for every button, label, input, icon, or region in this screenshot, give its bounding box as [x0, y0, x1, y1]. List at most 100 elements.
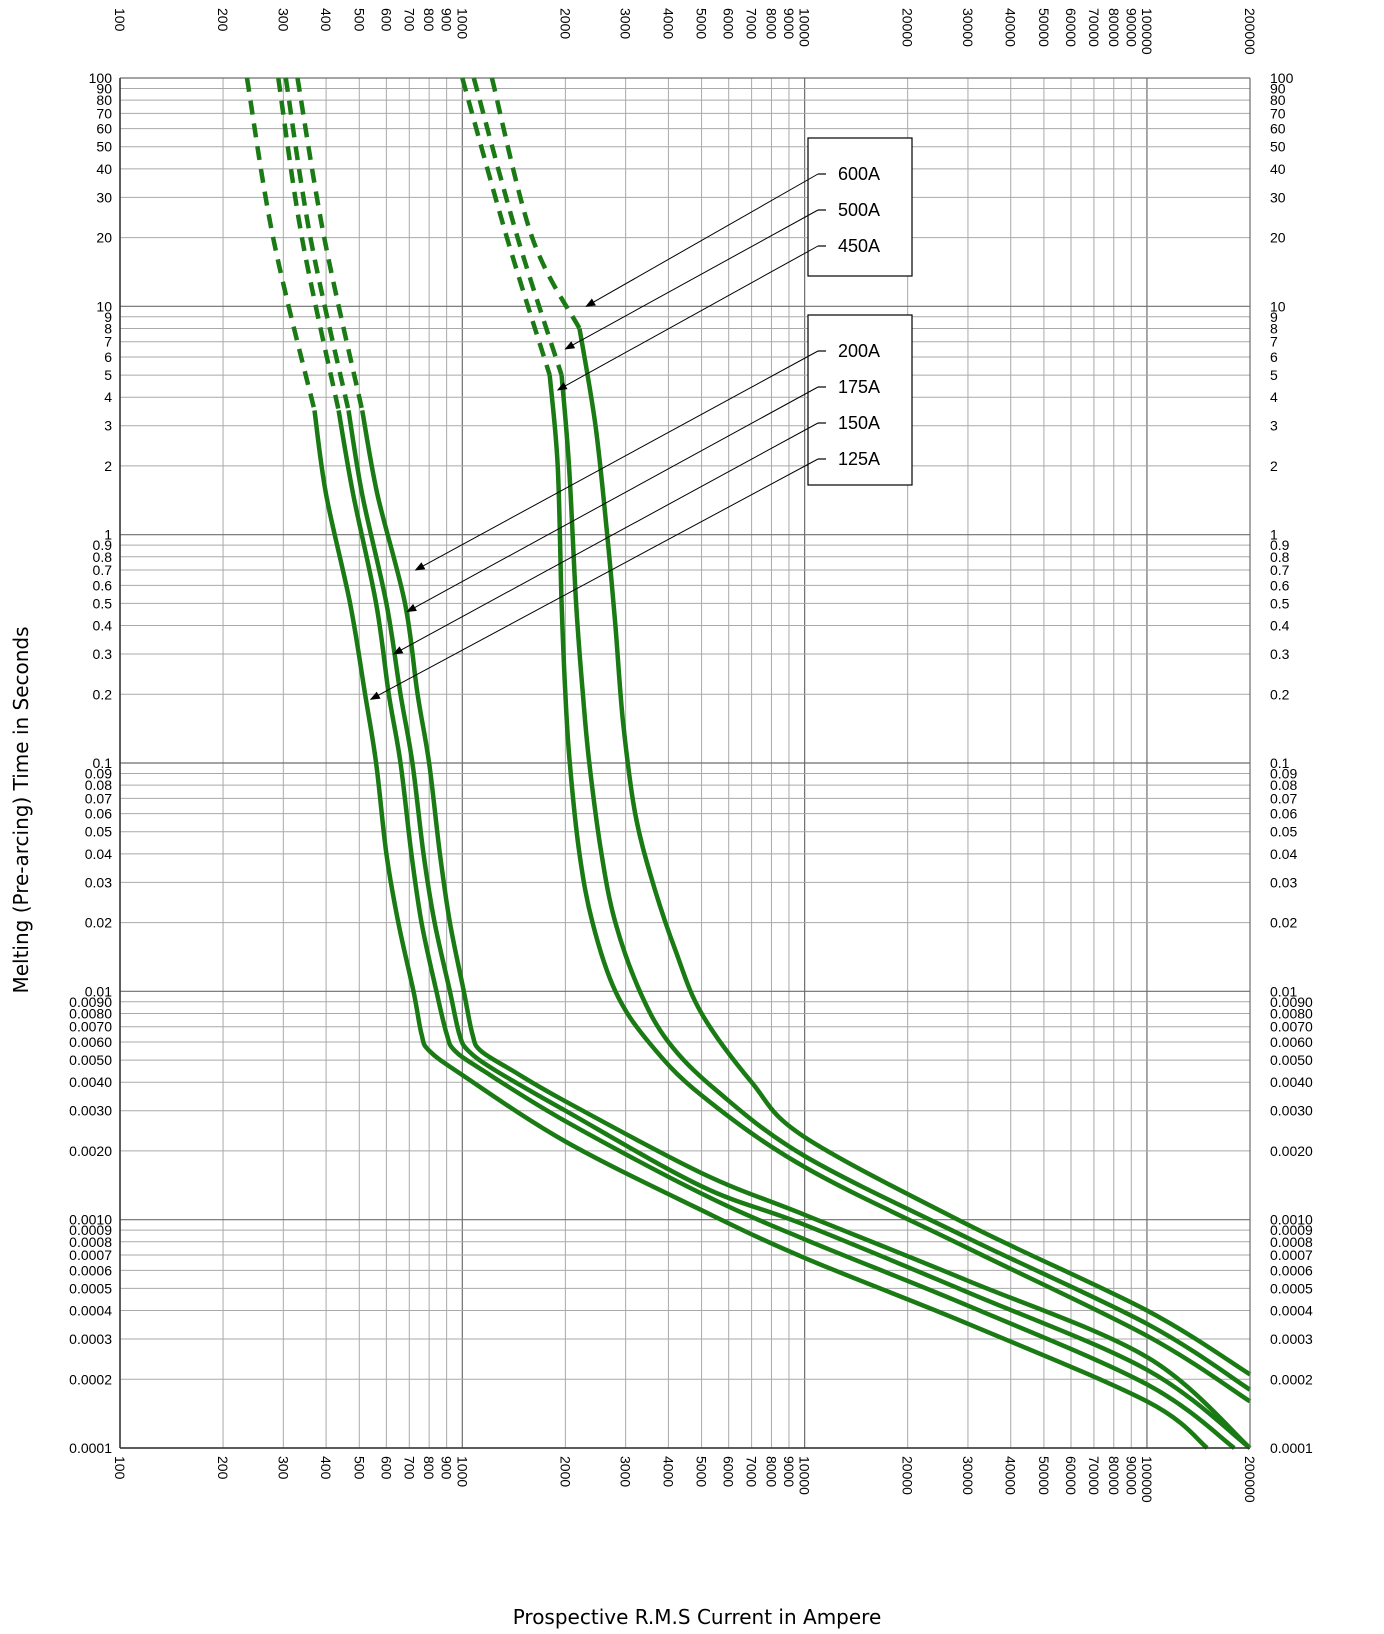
y-tick-label-left: 20 — [96, 230, 112, 246]
x-tick-label-top: 90000 — [1123, 8, 1139, 47]
y-tick-label-left: 0.0010 — [69, 1212, 112, 1228]
legend: 600A 500A 450A 200A 175A 150A 125A — [369, 137, 913, 700]
legend-label: 125A — [838, 449, 880, 469]
y-tick-label-left: 0.6 — [93, 577, 113, 593]
x-tick-label-bottom: 6000 — [721, 1456, 737, 1487]
y-tick-label-left: 0.0050 — [69, 1052, 112, 1068]
x-tick-label-bottom: 900 — [439, 1456, 455, 1480]
y-tick-label-right: 0.8 — [1270, 549, 1290, 565]
series-125a-curve — [244, 77, 1209, 1450]
x-tick-label-top: 200 — [215, 8, 231, 32]
y-tick-label-left: 4 — [104, 389, 112, 405]
x-tick-label-bottom: 20000 — [900, 1456, 916, 1495]
y-tick-label-right: 60 — [1270, 121, 1286, 137]
x-tick-label-top: 4000 — [660, 8, 676, 39]
y-tick-label-right: 0.1 — [1270, 755, 1290, 771]
x-tick-label-bottom: 50000 — [1036, 1456, 1052, 1495]
series-600a-dashed — [489, 77, 582, 330]
y-tick-label-right: 0.4 — [1270, 618, 1290, 634]
series-175a-dashed — [283, 77, 351, 411]
y-tick-label-right: 90 — [1270, 80, 1286, 96]
y-tick-label-left: 90 — [96, 80, 112, 96]
x-tick-label-top: 9000 — [781, 8, 797, 39]
series-600a-line — [577, 328, 1252, 1377]
y-tick-label-left: 0.0020 — [69, 1143, 112, 1159]
series-150a-curve — [276, 77, 1236, 1450]
y-tick-label-right: 5 — [1270, 367, 1278, 383]
y-tick-label-right: 0.06 — [1270, 806, 1297, 822]
y-tick-label-left: 0.0001 — [69, 1440, 112, 1456]
y-tick-label-left: 0.07 — [85, 790, 112, 806]
legend-label: 450A — [838, 236, 880, 256]
y-tick-label-right: 0.07 — [1270, 790, 1297, 806]
x-tick-label-bottom: 200000 — [1242, 1456, 1258, 1503]
y-tick-label-left: 0.02 — [85, 915, 112, 931]
y-tick-label-right: 0.04 — [1270, 846, 1297, 862]
y-tick-label-left: 0.06 — [85, 806, 112, 822]
x-axis-title: Prospective R.M.S Current in Ampere — [513, 1605, 882, 1629]
legend-arrow — [564, 209, 819, 350]
y-tick-label-right: 50 — [1270, 139, 1286, 155]
y-tick-label-left: 1 — [104, 527, 112, 543]
x-tick-label-top: 60000 — [1063, 8, 1079, 47]
x-tick-label-bottom: 400 — [318, 1456, 334, 1480]
y-tick-label-left: 10 — [96, 298, 112, 314]
series-200a-dashed — [295, 77, 365, 411]
x-tick-label-bottom: 80000 — [1106, 1456, 1122, 1495]
y-tick-label-right: 0.0004 — [1270, 1303, 1313, 1319]
x-tick-label-bottom: 8000 — [763, 1456, 779, 1487]
series-150a-dashed — [276, 77, 341, 411]
x-tick-label-bottom: 10000 — [797, 1456, 813, 1495]
y-tick-label-left: 0.0009 — [69, 1222, 112, 1238]
x-tick-label-bottom: 9000 — [781, 1456, 797, 1487]
x-tick-label-bottom: 70000 — [1086, 1456, 1102, 1495]
y-tick-label-right: 0.7 — [1270, 562, 1290, 578]
y-tick-label-left: 2 — [104, 458, 112, 474]
x-tick-label-top: 6000 — [721, 8, 737, 39]
x-tick-label-bottom: 100 — [112, 1456, 128, 1480]
tick-labels: 100 100 200 200 300 300 400 400 500 500 600 600 700 7… — [69, 8, 1313, 1503]
y-tick-label-right: 9 — [1270, 309, 1278, 325]
y-tick-label-left: 0.0007 — [69, 1247, 112, 1263]
y-tick-label-right: 0.0001 — [1270, 1440, 1313, 1456]
y-tick-label-right: 0.0010 — [1270, 1212, 1313, 1228]
y-tick-label-right: 20 — [1270, 230, 1286, 246]
y-tick-label-right: 40 — [1270, 161, 1286, 177]
x-tick-label-bottom: 300 — [275, 1456, 291, 1480]
series-125a-dashed — [244, 77, 317, 411]
y-tick-label-left: 0.0070 — [69, 1019, 112, 1035]
x-tick-label-top: 50000 — [1036, 8, 1052, 47]
y-tick-label-right: 0.0005 — [1270, 1280, 1313, 1296]
x-tick-label-bottom: 500 — [351, 1456, 367, 1480]
y-tick-label-right: 0.0006 — [1270, 1262, 1313, 1278]
series-450a-line — [547, 374, 1252, 1404]
y-tick-label-right: 0.0090 — [1270, 994, 1313, 1010]
y-tick-label-right: 0.0060 — [1270, 1034, 1313, 1050]
x-tick-label-top: 100 — [112, 8, 128, 32]
y-tick-label-left: 0.0040 — [69, 1074, 112, 1090]
y-tick-label-right: 0.03 — [1270, 874, 1297, 890]
y-tick-label-left: 0.0030 — [69, 1103, 112, 1119]
y-tick-label-left: 0.0080 — [69, 1005, 112, 1021]
y-tick-label-left: 0.9 — [93, 537, 113, 553]
y-tick-label-left: 0.8 — [93, 549, 113, 565]
curves — [244, 77, 1252, 1450]
y-tick-label-right: 0.0070 — [1270, 1019, 1313, 1035]
x-tick-label-bottom: 100000 — [1139, 1456, 1155, 1503]
y-tick-label-left: 0.09 — [85, 765, 112, 781]
y-tick-label-right: 0.02 — [1270, 915, 1297, 931]
y-tick-label-right: 0.9 — [1270, 537, 1290, 553]
x-tick-label-bottom: 30000 — [960, 1456, 976, 1495]
legend-label: 150A — [838, 413, 880, 433]
y-tick-label-left: 80 — [96, 92, 112, 108]
series-450a-curve — [460, 77, 1252, 1404]
y-tick-label-left: 100 — [89, 70, 113, 86]
y-tick-label-right: 0.08 — [1270, 777, 1297, 793]
y-tick-label-left: 8 — [104, 320, 112, 336]
x-tick-label-top: 7000 — [744, 8, 760, 39]
y-tick-label-right: 70 — [1270, 105, 1286, 121]
x-tick-label-bottom: 1000 — [454, 1456, 470, 1487]
legend-arrow — [406, 386, 819, 613]
x-tick-label-top: 30000 — [960, 8, 976, 47]
